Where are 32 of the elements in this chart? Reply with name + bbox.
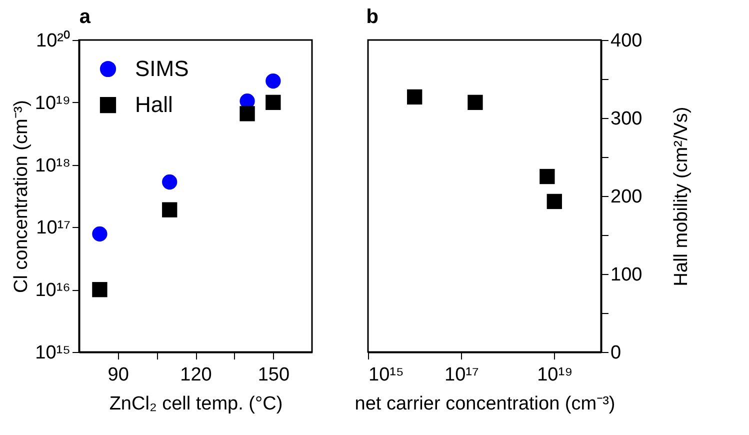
y-tick-label: 10¹⁶ [35, 280, 70, 302]
x-tick-label: 90 [108, 364, 129, 386]
point [266, 73, 281, 89]
x-axis-title: ZnCl₂ cell temp. (°C) [109, 394, 283, 414]
point [92, 226, 108, 242]
legend-label: SIMS [135, 56, 189, 81]
chart-title: a [79, 6, 92, 28]
y-tick-label: 10¹⁷ [36, 218, 71, 239]
y2-tick-label: 100 [610, 264, 642, 286]
chart-title: b [366, 6, 378, 28]
point [92, 282, 108, 298]
x-tick-label: 120 [180, 364, 212, 386]
x-tick-label: 10¹⁹ [537, 364, 573, 386]
y-tick-label: 10²⁰ [36, 30, 70, 52]
y2-tick-label: 200 [610, 186, 642, 208]
y2-tick-label: 0 [610, 342, 622, 364]
point [162, 174, 178, 190]
point [266, 94, 281, 110]
x-tick-label: 10¹⁵ [368, 364, 404, 386]
x-axis-title: net carrier concentration (cm⁻³) [354, 394, 616, 414]
y2-tick-label: 400 [610, 30, 642, 52]
legend-label: Hall [135, 92, 173, 117]
y-tick-label: 10¹⁹ [34, 92, 70, 114]
y-tick-label: 10¹⁸ [35, 155, 70, 176]
y2-axis-title: Hall mobility (cm²/Vs) [671, 106, 692, 286]
point [162, 202, 178, 218]
y-tick-label: 10¹⁵ [35, 342, 70, 364]
point [240, 106, 255, 122]
x-tick-label: 150 [258, 364, 290, 386]
y-axis-title: Cl concentration (cm⁻³) [10, 100, 32, 293]
y2-tick-label: 300 [610, 108, 642, 130]
x-tick-label: 10¹⁷ [444, 364, 479, 386]
